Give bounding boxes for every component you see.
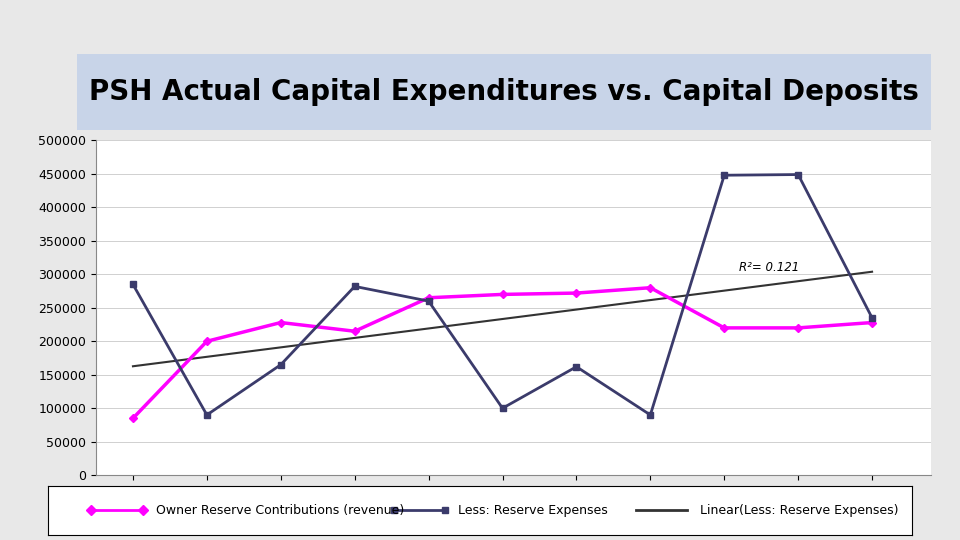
Less: Reserve Expenses: (2.02e+03, 2.35e+05): Reserve Expenses: (2.02e+03, 2.35e+05) (866, 315, 877, 321)
Line: Less: Reserve Expenses: Less: Reserve Expenses (131, 172, 875, 418)
Owner Reserve Contributions (revenue) (866, 319, 877, 326)
Linear(Less: Reserve Expenses): (2.02e+03, 3.04e+05): Reserve Expenses): (2.02e+03, 3.04e+05) (866, 268, 877, 275)
Owner Reserve Contributions (revenue) (127, 415, 138, 422)
Owner Reserve Contributions (revenue) (275, 319, 286, 326)
Line: Linear(Less: Reserve Expenses): Linear(Less: Reserve Expenses) (132, 272, 872, 366)
Owner Reserve Contributions (revenue) (348, 328, 360, 334)
Text: Less: Reserve Expenses: Less: Reserve Expenses (459, 504, 608, 517)
Linear(Less: Reserve Expenses): (2.02e+03, 2.76e+05): Reserve Expenses): (2.02e+03, 2.76e+05) (718, 287, 730, 294)
Owner Reserve Contributions (revenue) (570, 290, 582, 296)
Linear(Less: Reserve Expenses): (2.01e+03, 2.33e+05): Reserve Expenses): (2.01e+03, 2.33e+05) (496, 316, 508, 322)
Owner Reserve Contributions (revenue) (201, 338, 212, 345)
Line: Owner Reserve Contributions (revenue): Owner Reserve Contributions (revenue) (131, 285, 875, 421)
Less: Reserve Expenses: (2.01e+03, 2.85e+05): Reserve Expenses: (2.01e+03, 2.85e+05) (127, 281, 138, 288)
Linear(Less: Reserve Expenses): (2.02e+03, 2.62e+05): Reserve Expenses): (2.02e+03, 2.62e+05) (644, 297, 656, 303)
Text: R²= 0.121: R²= 0.121 (739, 261, 800, 274)
Text: Owner Reserve Contributions (revenue): Owner Reserve Contributions (revenue) (156, 504, 404, 517)
Owner Reserve Contributions (revenue) (792, 325, 804, 331)
Less: Reserve Expenses: (2.02e+03, 4.48e+05): Reserve Expenses: (2.02e+03, 4.48e+05) (718, 172, 730, 178)
Less: Reserve Expenses: (2.01e+03, 9e+04): Reserve Expenses: (2.01e+03, 9e+04) (201, 411, 212, 418)
Text: PSH Actual Capital Expenditures vs. Capital Deposits: PSH Actual Capital Expenditures vs. Capi… (89, 78, 919, 106)
Linear(Less: Reserve Expenses): (2.02e+03, 2.9e+05): Reserve Expenses): (2.02e+03, 2.9e+05) (792, 278, 804, 285)
Less: Reserve Expenses: (2.01e+03, 1.65e+05): Reserve Expenses: (2.01e+03, 1.65e+05) (275, 361, 286, 368)
Less: Reserve Expenses: (2.01e+03, 2.82e+05): Reserve Expenses: (2.01e+03, 2.82e+05) (348, 283, 360, 289)
Less: Reserve Expenses: (2.02e+03, 4.49e+05): Reserve Expenses: (2.02e+03, 4.49e+05) (792, 171, 804, 178)
Linear(Less: Reserve Expenses): (2.01e+03, 1.77e+05): Reserve Expenses): (2.01e+03, 1.77e+05) (201, 354, 212, 360)
Less: Reserve Expenses: (2.01e+03, 1e+05): Reserve Expenses: (2.01e+03, 1e+05) (496, 405, 508, 411)
Linear(Less: Reserve Expenses): (2.01e+03, 2.47e+05): Reserve Expenses): (2.01e+03, 2.47e+05) (570, 306, 582, 313)
Owner Reserve Contributions (revenue) (422, 294, 434, 301)
Owner Reserve Contributions (revenue) (644, 285, 656, 291)
Owner Reserve Contributions (revenue) (718, 325, 730, 331)
Linear(Less: Reserve Expenses): (2.01e+03, 2.19e+05): Reserve Expenses): (2.01e+03, 2.19e+05) (422, 325, 434, 332)
Linear(Less: Reserve Expenses): (2.01e+03, 1.63e+05): Reserve Expenses): (2.01e+03, 1.63e+05) (127, 363, 138, 369)
Less: Reserve Expenses: (2.02e+03, 9e+04): Reserve Expenses: (2.02e+03, 9e+04) (644, 411, 656, 418)
Less: Reserve Expenses: (2.01e+03, 2.6e+05): Reserve Expenses: (2.01e+03, 2.6e+05) (422, 298, 434, 305)
Owner Reserve Contributions (revenue) (496, 291, 508, 298)
Linear(Less: Reserve Expenses): (2.01e+03, 1.91e+05): Reserve Expenses): (2.01e+03, 1.91e+05) (275, 344, 286, 350)
Text: Linear(Less: Reserve Expenses): Linear(Less: Reserve Expenses) (701, 504, 899, 517)
Linear(Less: Reserve Expenses): (2.01e+03, 2.05e+05): Reserve Expenses): (2.01e+03, 2.05e+05) (348, 335, 360, 341)
Less: Reserve Expenses: (2.01e+03, 1.62e+05): Reserve Expenses: (2.01e+03, 1.62e+05) (570, 363, 582, 370)
